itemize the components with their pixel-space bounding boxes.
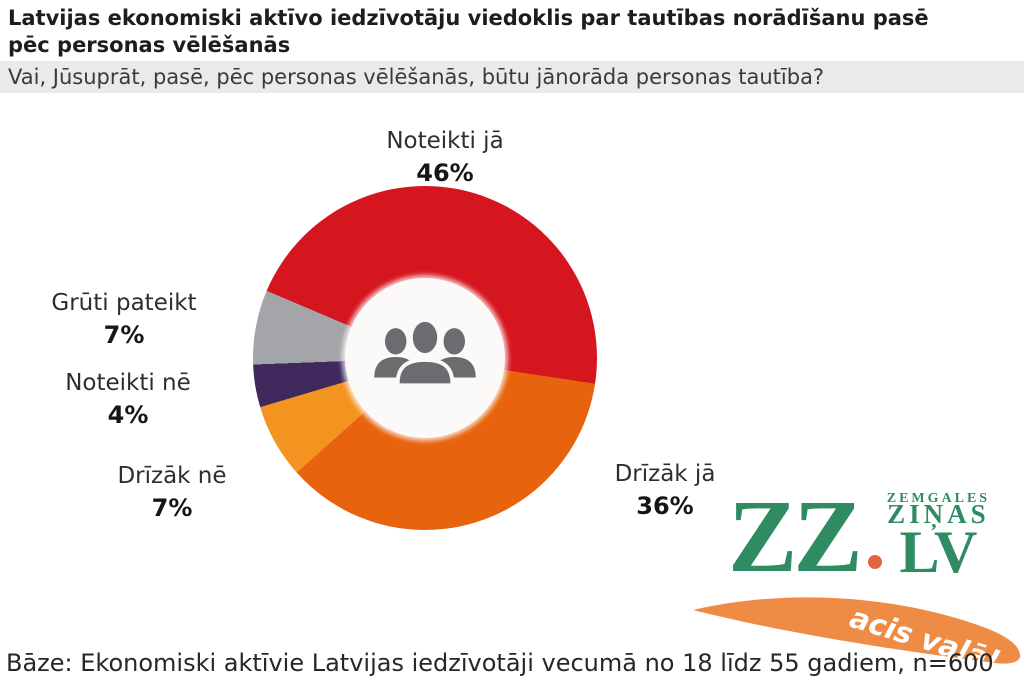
- callout-gruti-pateikt: Grūti pateikt 7%: [18, 288, 230, 351]
- logo-wordmark-zemgales: ZEMGALES: [886, 491, 991, 506]
- segment-value: 7%: [103, 321, 145, 350]
- callout-drizak-ja: Drīzāk jā 36%: [560, 459, 770, 522]
- logo-zz-letters: ZZ: [728, 479, 863, 595]
- logo-lv-letters: LV: [899, 519, 978, 586]
- base-note: Bāze: Ekonomiski aktīvie Latvijas iedzīv…: [6, 649, 994, 677]
- logo-dot-icon: [867, 555, 882, 570]
- segment-value: 46%: [416, 159, 474, 188]
- subtitle-band: [0, 61, 1024, 93]
- page-title: Latvijas ekonomiski aktīvo iedzīvotāju v…: [8, 5, 1020, 60]
- segment-label: Grūti pateikt: [51, 290, 197, 316]
- callout-noteikti-ne: Noteikti nē 4%: [28, 368, 228, 431]
- donut-hole: [345, 278, 505, 438]
- zzlv-logo: ZZ ZEMGALES ZIŅAS LV: [728, 479, 991, 595]
- segment-label: Drīzāk jā: [614, 461, 716, 487]
- segment-value: 4%: [107, 401, 149, 430]
- page-title-line2: pēc personas vēlēšanās: [8, 33, 291, 58]
- donut-chart: [253, 186, 597, 530]
- segment-label: Drīzāk nē: [117, 463, 227, 489]
- segment-label: Noteikti nē: [65, 370, 191, 396]
- logo-swoosh-icon: acis vaļā!: [693, 597, 1021, 678]
- callout-drizak-ne: Drīzāk nē 7%: [72, 461, 272, 524]
- people-group-icon: [366, 315, 484, 401]
- callout-noteikti-ja: Noteikti jā 46%: [330, 126, 560, 189]
- page-title-line1: Latvijas ekonomiski aktīvo iedzīvotāju v…: [8, 6, 929, 30]
- survey-question: Vai, Jūsuprāt, pasē, pēc personas vēlēša…: [8, 65, 825, 89]
- segment-value: 7%: [151, 494, 193, 523]
- segment-value: 36%: [636, 492, 694, 521]
- segment-label: Noteikti jā: [386, 128, 504, 154]
- logo-wordmark-zinas: ZIŅAS: [887, 499, 990, 529]
